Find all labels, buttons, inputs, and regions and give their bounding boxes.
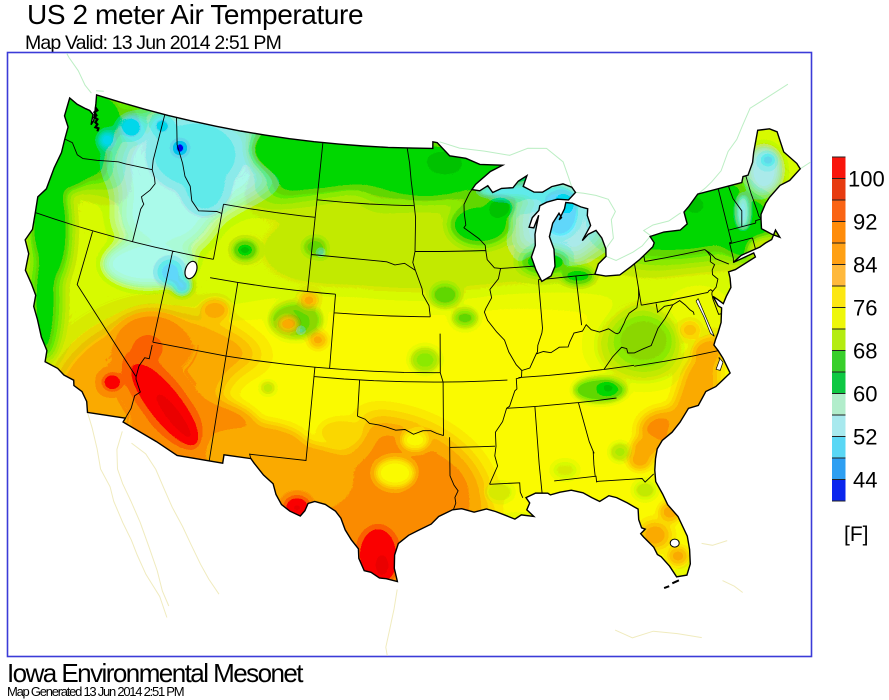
svg-text:[F]: [F]	[844, 523, 869, 546]
svg-text:44: 44	[853, 468, 877, 493]
svg-text:100: 100	[848, 167, 885, 192]
svg-text:60: 60	[853, 382, 877, 407]
svg-text:68: 68	[853, 339, 877, 364]
svg-text:92: 92	[853, 210, 877, 235]
svg-text:84: 84	[853, 253, 877, 278]
svg-text:52: 52	[853, 425, 877, 450]
svg-text:76: 76	[853, 296, 877, 321]
